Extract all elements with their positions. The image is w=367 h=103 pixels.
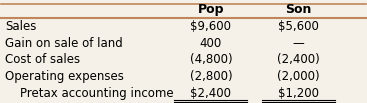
Text: Gain on sale of land: Gain on sale of land (5, 37, 123, 50)
Text: $1,200: $1,200 (278, 87, 319, 100)
Text: (2,000): (2,000) (277, 70, 320, 83)
Text: (4,800): (4,800) (189, 53, 232, 66)
Text: (2,400): (2,400) (277, 53, 320, 66)
Text: (2,800): (2,800) (189, 70, 232, 83)
Text: Cost of sales: Cost of sales (5, 53, 80, 66)
Text: —: — (292, 37, 304, 50)
Text: Sales: Sales (5, 20, 36, 33)
Text: $2,400: $2,400 (190, 87, 231, 100)
Text: 400: 400 (200, 37, 222, 50)
Text: Operating expenses: Operating expenses (5, 70, 124, 83)
Text: Pretax accounting income: Pretax accounting income (5, 87, 174, 100)
Text: $9,600: $9,600 (190, 20, 231, 33)
Text: Son: Son (285, 3, 312, 16)
Text: $5,600: $5,600 (278, 20, 319, 33)
Text: Pop: Pop (197, 3, 224, 16)
